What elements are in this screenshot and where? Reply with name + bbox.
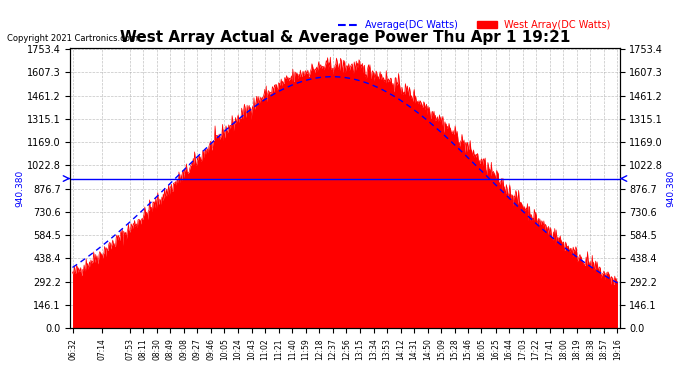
- Y-axis label: 940.380: 940.380: [15, 170, 24, 207]
- Text: Copyright 2021 Cartronics.com: Copyright 2021 Cartronics.com: [7, 34, 138, 43]
- Title: West Array Actual & Average Power Thu Apr 1 19:21: West Array Actual & Average Power Thu Ap…: [120, 30, 570, 45]
- Y-axis label: 940.380: 940.380: [666, 170, 675, 207]
- Legend: Average(DC Watts), West Array(DC Watts): Average(DC Watts), West Array(DC Watts): [334, 16, 615, 34]
